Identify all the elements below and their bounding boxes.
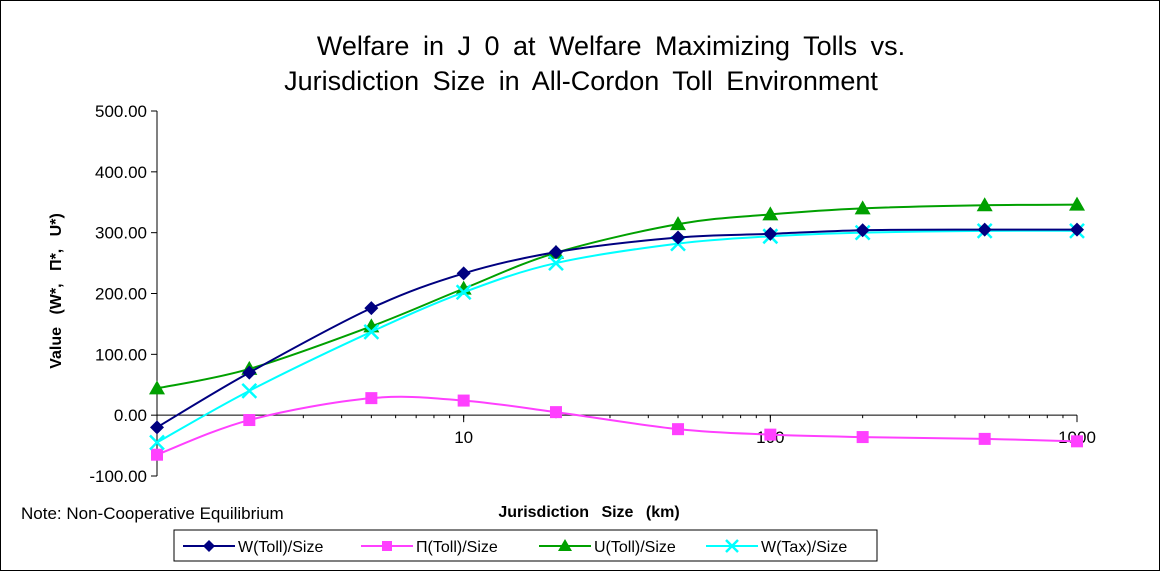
legend-label: U(Toll)/Size: [594, 539, 676, 556]
legend-marker: [203, 540, 215, 552]
chart-title-line-2: Jurisdiction Size in All-Cordon Toll Env…: [284, 66, 878, 96]
legend-label: Π(Toll)/Size: [416, 539, 498, 556]
data-point: [149, 434, 165, 451]
data-point: [549, 406, 562, 419]
data-point: [1071, 435, 1083, 448]
data-point: [150, 420, 164, 435]
data-point: [365, 392, 378, 405]
legend-marker: [382, 541, 392, 551]
chart-title-line-1: Welfare in J 0 at Welfare Maximizing Tol…: [317, 31, 905, 61]
data-point: [242, 365, 257, 380]
data-point: [856, 431, 869, 444]
data-point: [854, 200, 871, 215]
data-point: [976, 197, 993, 212]
data-point: [457, 394, 470, 407]
series-triangle: [149, 196, 1085, 395]
series-line: [156, 395, 1078, 456]
legend-item: Π(Toll)/Size: [361, 539, 498, 556]
data-point: [149, 380, 165, 395]
data-point: [671, 230, 686, 245]
data-point: [455, 284, 472, 301]
y-axis-label: Value (W*, Π*, U*): [48, 213, 65, 369]
x-axis-label: Jurisdiction Size (km): [498, 504, 679, 521]
chart-note: Note: Non-Cooperative Equilibrium: [21, 504, 284, 523]
data-point: [672, 423, 685, 436]
data-point: [548, 245, 563, 260]
series-line: [156, 228, 1078, 429]
legend-label: W(Toll)/Size: [238, 539, 323, 556]
data-point: [1069, 196, 1085, 211]
data-point: [1070, 222, 1084, 237]
data-point: [241, 382, 258, 399]
legend-label: W(Tax)/Size: [761, 539, 847, 556]
series-square: [151, 392, 1083, 461]
legend-item: U(Toll)/Size: [539, 539, 676, 556]
y-tick-label: 0.00: [114, 406, 147, 425]
data-point: [548, 255, 564, 271]
legend-box: [173, 529, 878, 562]
y-tick-label: 200.00: [95, 285, 147, 304]
series-x: [149, 222, 1085, 451]
data-point: [855, 223, 870, 238]
y-tick-label: 100.00: [95, 345, 147, 364]
y-tick-label: 300.00: [95, 224, 147, 243]
data-point: [670, 216, 687, 231]
x-tick-label: 10: [454, 428, 473, 447]
legend: W(Toll)/Size Π(Toll)/Size U(Toll)/Size W(Ta…: [173, 529, 878, 562]
series-line: [156, 229, 1078, 444]
legend-marker: [725, 539, 739, 553]
y-tick-label: -100.00: [89, 467, 147, 486]
data-point: [763, 226, 778, 241]
plot-area: -100.00 0.00 100.00 200.00 300.00 400.00 500.0…: [89, 102, 1096, 486]
data-point: [151, 448, 163, 461]
series-line: [156, 203, 1078, 390]
data-point: [764, 428, 777, 441]
legend-item: W(Toll)/Size: [183, 539, 323, 556]
y-tick-label: 500.00: [95, 102, 147, 121]
legend-item: W(Tax)/Size: [706, 539, 847, 556]
data-point: [364, 301, 379, 316]
data-point: [978, 432, 991, 445]
data-point: [456, 266, 471, 281]
data-point: [243, 414, 256, 427]
legend-marker: [558, 539, 572, 551]
data-point: [363, 323, 380, 340]
data-point: [762, 206, 779, 221]
data-point: [977, 222, 992, 237]
y-tick-label: 400.00: [95, 163, 147, 182]
series-diamond: [150, 222, 1084, 435]
